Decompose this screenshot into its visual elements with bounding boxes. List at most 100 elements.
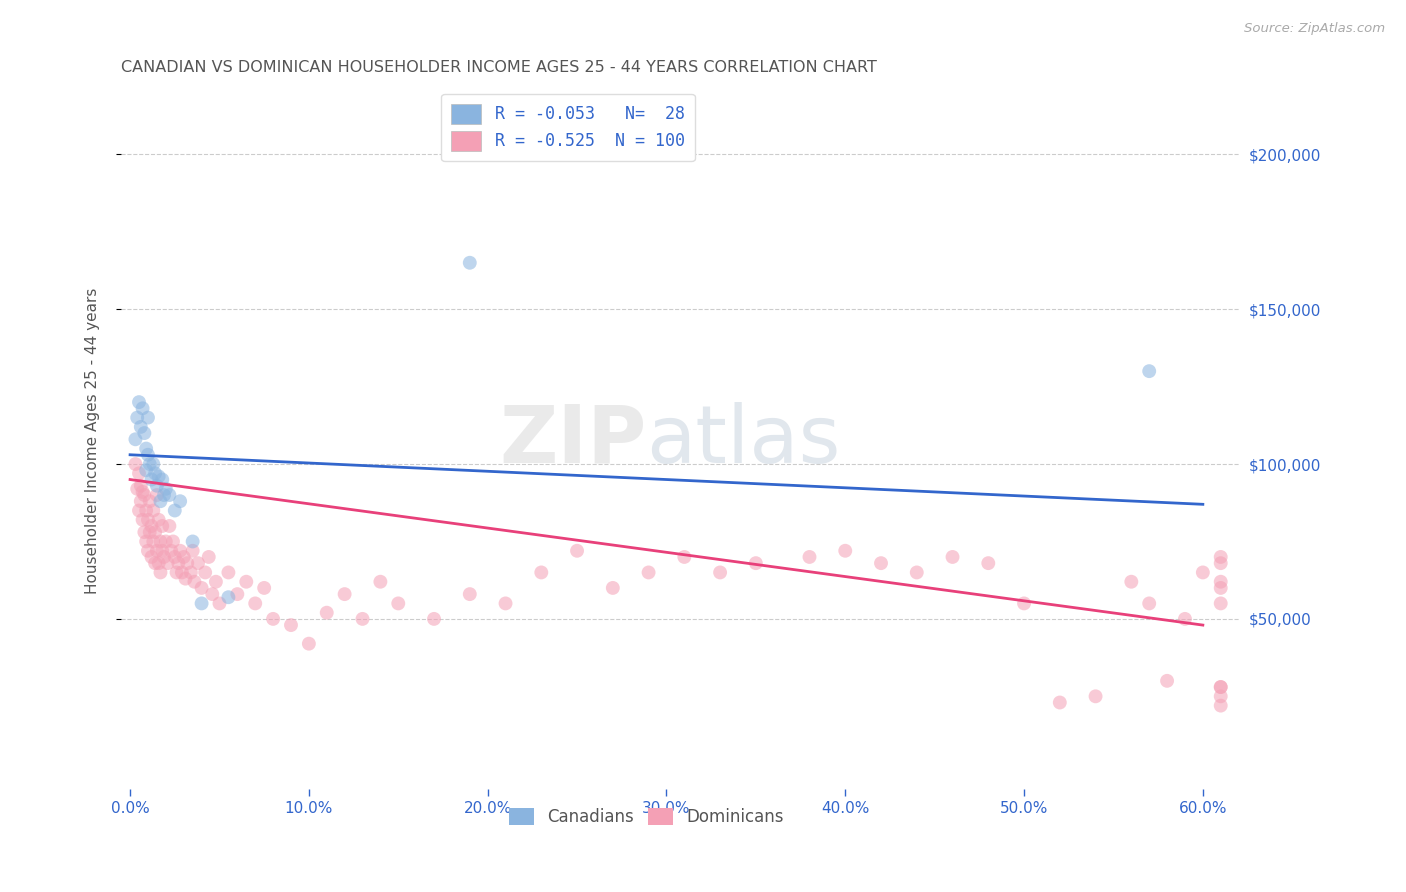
Point (136, 543, 159, 558)
Point (124, 457, 146, 471)
Point (1084, 690, 1107, 704)
Point (637, 566, 659, 580)
Point (673, 549, 696, 564)
Point (235, 574, 257, 589)
Point (1209, 680, 1232, 694)
Point (205, 574, 228, 589)
Point (135, 442, 157, 456)
Point (127, 410, 149, 425)
Point (458, 256, 481, 270)
Point (1192, 566, 1215, 580)
Point (181, 534, 204, 549)
Point (197, 549, 219, 564)
Point (298, 637, 321, 651)
Point (565, 543, 588, 558)
Point (150, 473, 173, 487)
Point (709, 566, 731, 580)
Point (148, 469, 170, 483)
Point (458, 587, 481, 601)
Point (1209, 556, 1232, 570)
Point (745, 556, 768, 570)
Point (1137, 364, 1160, 378)
Point (1049, 696, 1071, 710)
Point (180, 566, 202, 580)
Point (253, 581, 276, 595)
Point (834, 543, 856, 558)
Point (173, 549, 195, 564)
Point (150, 543, 173, 558)
Point (162, 534, 184, 549)
Point (136, 410, 159, 425)
Point (208, 596, 231, 610)
Point (183, 574, 205, 589)
Point (135, 463, 157, 477)
Point (139, 494, 162, 508)
Point (245, 596, 267, 610)
Point (495, 596, 517, 610)
Y-axis label: Householder Income Ages 25 - 44 years: Householder Income Ages 25 - 44 years (86, 287, 100, 594)
Point (262, 612, 284, 626)
Point (315, 606, 337, 620)
Point (387, 596, 409, 610)
Point (157, 519, 180, 533)
Point (127, 482, 149, 496)
Point (135, 534, 157, 549)
Point (136, 513, 159, 527)
Point (129, 479, 152, 493)
Point (870, 556, 893, 570)
Point (370, 574, 392, 589)
Point (128, 467, 150, 481)
Point (135, 503, 157, 517)
Point (148, 556, 170, 570)
Point (143, 556, 166, 570)
Point (134, 525, 156, 540)
Point (194, 566, 217, 580)
Point (167, 556, 190, 570)
Point (174, 572, 197, 586)
Point (157, 488, 180, 502)
Point (1156, 673, 1178, 688)
Point (163, 503, 186, 517)
Point (170, 566, 193, 580)
Point (1209, 549, 1232, 564)
Point (134, 426, 156, 441)
Point (169, 543, 191, 558)
Point (905, 566, 928, 580)
Point (602, 581, 624, 595)
Point (1137, 596, 1160, 610)
Point (181, 543, 204, 558)
Point (1209, 596, 1232, 610)
Text: Source: ZipAtlas.com: Source: ZipAtlas.com (1244, 22, 1385, 36)
Point (1209, 698, 1232, 713)
Point (142, 503, 165, 517)
Point (190, 581, 212, 595)
Point (1121, 574, 1143, 589)
Point (146, 488, 169, 502)
Point (143, 467, 166, 481)
Point (149, 494, 172, 508)
Point (423, 612, 446, 626)
Text: atlas: atlas (647, 401, 841, 480)
Point (163, 549, 186, 564)
Point (129, 494, 152, 508)
Point (187, 556, 209, 570)
Point (146, 479, 169, 493)
Point (799, 549, 821, 564)
Point (149, 534, 172, 549)
Point (155, 534, 177, 549)
Point (141, 473, 163, 487)
Legend: Canadians, Dominicans: Canadians, Dominicans (502, 802, 790, 833)
Point (148, 513, 170, 527)
Point (166, 566, 188, 580)
Point (190, 596, 212, 610)
Point (352, 612, 374, 626)
Point (1209, 574, 1232, 589)
Point (141, 549, 163, 564)
Point (142, 457, 165, 471)
Point (333, 587, 356, 601)
Point (131, 484, 153, 499)
Point (155, 482, 177, 496)
Point (941, 549, 963, 564)
Point (146, 543, 169, 558)
Point (129, 420, 152, 434)
